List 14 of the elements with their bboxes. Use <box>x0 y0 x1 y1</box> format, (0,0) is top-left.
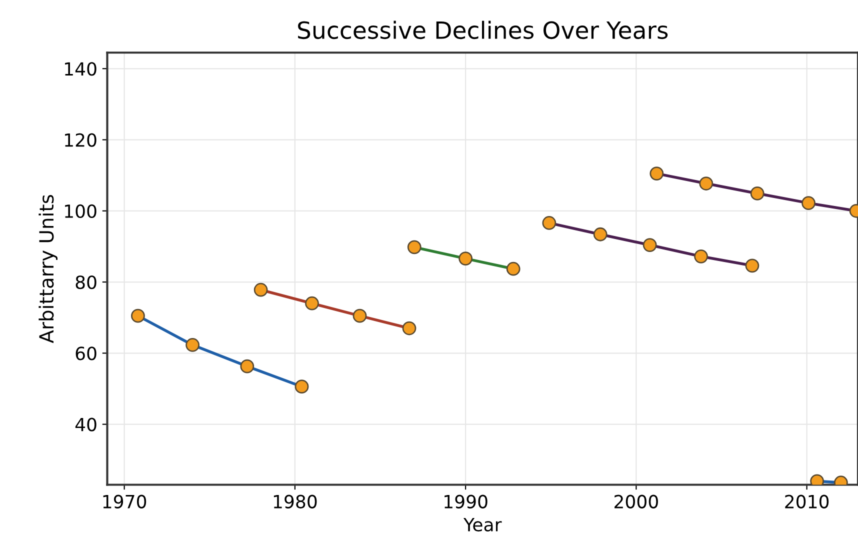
x-tick-label: 2000 <box>614 494 658 508</box>
x-tick-label: 1980 <box>274 494 317 508</box>
y-tick-label: 100 <box>65 204 96 218</box>
x-tick-label: 1990 <box>444 494 488 508</box>
y-tick-label: 120 <box>65 133 96 147</box>
x-tick-label: 2010 <box>785 494 829 508</box>
chart-title: Successive Declines Over Years <box>298 20 668 40</box>
x-axis-title: Year <box>463 518 502 532</box>
y-axis-title: Arbittarry Units <box>38 195 58 344</box>
y-tick-label: 140 <box>65 62 96 76</box>
y-tick-label: 60 <box>76 346 96 360</box>
y-tick-label: 40 <box>75 418 96 432</box>
x-tick-label: 1970 <box>103 494 146 508</box>
y-tick-label: 80 <box>76 275 96 290</box>
